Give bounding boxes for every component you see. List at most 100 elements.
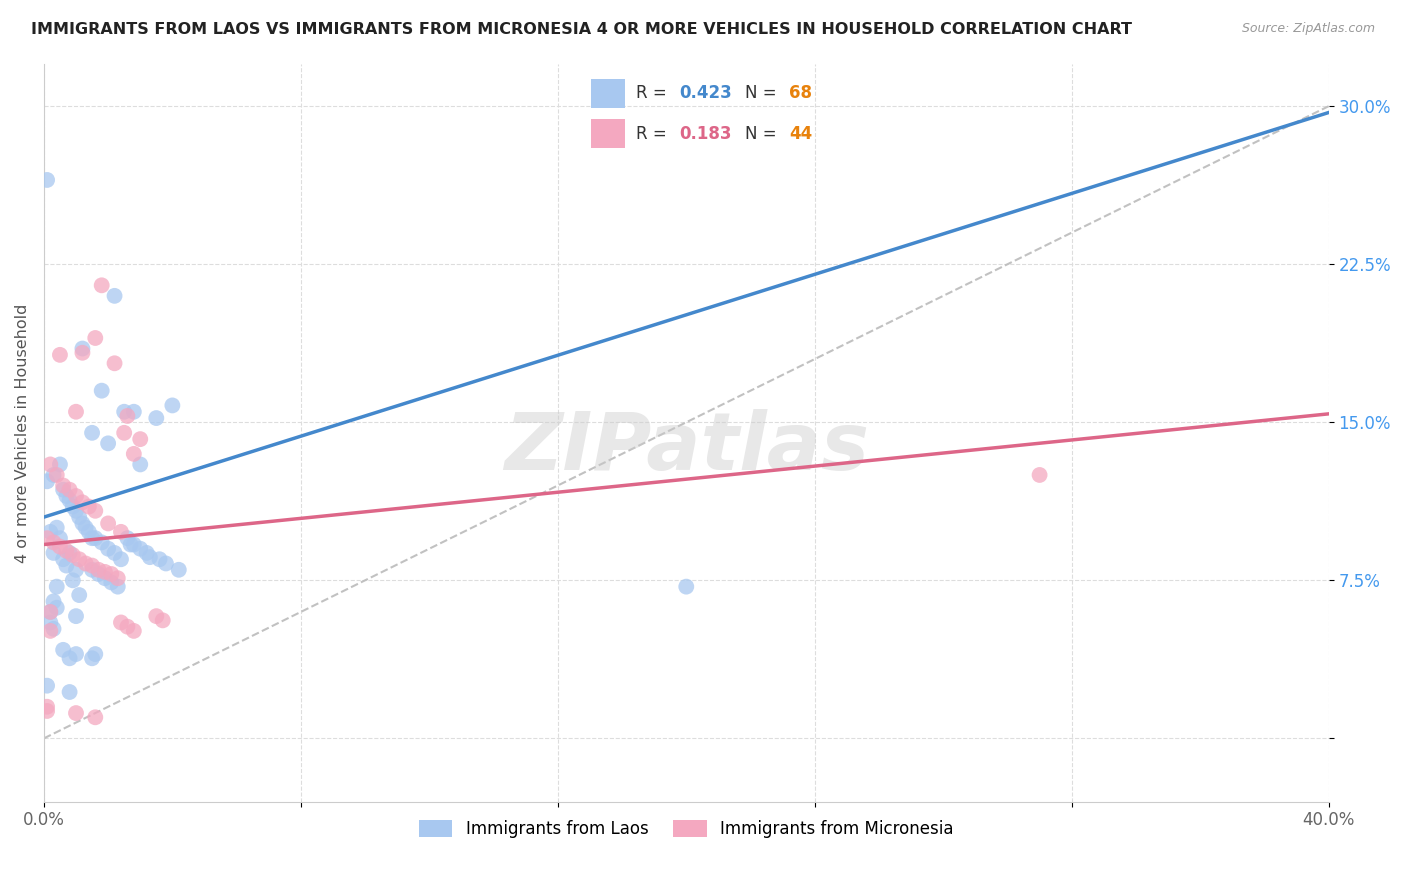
Point xyxy=(62,500,84,514)
Point xyxy=(65,563,87,577)
Point xyxy=(35,173,58,187)
Point xyxy=(94,565,117,579)
Point xyxy=(75,557,97,571)
Point xyxy=(84,531,107,545)
Text: 68: 68 xyxy=(789,84,813,102)
Point xyxy=(72,495,94,509)
Point xyxy=(42,622,65,636)
Point xyxy=(139,550,162,565)
Point xyxy=(122,447,145,461)
Point xyxy=(129,458,152,472)
Point xyxy=(97,516,120,531)
Point xyxy=(152,613,174,627)
Point xyxy=(58,546,80,560)
Point xyxy=(65,405,87,419)
Point xyxy=(112,405,135,419)
Point xyxy=(145,411,167,425)
Point xyxy=(100,575,122,590)
Text: N =: N = xyxy=(745,125,782,143)
Point xyxy=(42,546,65,560)
Point xyxy=(84,331,107,345)
Point xyxy=(97,436,120,450)
Point xyxy=(58,493,80,508)
Point xyxy=(167,563,190,577)
Point xyxy=(97,541,120,556)
Point xyxy=(107,580,129,594)
Point xyxy=(90,278,112,293)
Point xyxy=(39,524,62,539)
Text: R =: R = xyxy=(636,125,672,143)
FancyBboxPatch shape xyxy=(592,119,626,147)
Text: 0.183: 0.183 xyxy=(679,125,733,143)
Text: Source: ZipAtlas.com: Source: ZipAtlas.com xyxy=(1241,22,1375,36)
Point xyxy=(52,478,75,492)
Text: ZIPatlas: ZIPatlas xyxy=(503,409,869,486)
Point xyxy=(148,552,170,566)
Point xyxy=(110,615,132,630)
Point xyxy=(35,699,58,714)
Point xyxy=(117,409,139,423)
Point xyxy=(35,704,58,718)
Point xyxy=(42,467,65,482)
FancyBboxPatch shape xyxy=(592,79,626,108)
Point xyxy=(49,531,72,545)
Point xyxy=(75,521,97,535)
Point xyxy=(145,609,167,624)
Text: 44: 44 xyxy=(789,125,813,143)
Text: N =: N = xyxy=(745,84,782,102)
Legend: Immigrants from Laos, Immigrants from Micronesia: Immigrants from Laos, Immigrants from Mi… xyxy=(412,814,960,845)
Point xyxy=(162,399,184,413)
Point xyxy=(39,624,62,638)
Point xyxy=(39,605,62,619)
Point xyxy=(49,540,72,554)
Point xyxy=(110,524,132,539)
Point xyxy=(117,620,139,634)
Text: IMMIGRANTS FROM LAOS VS IMMIGRANTS FROM MICRONESIA 4 OR MORE VEHICLES IN HOUSEHO: IMMIGRANTS FROM LAOS VS IMMIGRANTS FROM … xyxy=(31,22,1132,37)
Point xyxy=(80,651,103,665)
Text: R =: R = xyxy=(636,84,672,102)
Point xyxy=(35,679,58,693)
Point xyxy=(120,537,142,551)
Point xyxy=(65,706,87,720)
Point xyxy=(52,643,75,657)
Point xyxy=(72,516,94,531)
Point xyxy=(77,524,100,539)
Point xyxy=(62,574,84,588)
Point xyxy=(107,571,129,585)
Point xyxy=(110,552,132,566)
Point xyxy=(80,425,103,440)
Point xyxy=(35,531,58,545)
Point xyxy=(72,345,94,359)
Point xyxy=(42,535,65,549)
Point xyxy=(67,510,90,524)
Point xyxy=(90,384,112,398)
Point xyxy=(103,289,125,303)
Point xyxy=(94,571,117,585)
Point xyxy=(62,548,84,562)
Point xyxy=(39,458,62,472)
Point xyxy=(84,504,107,518)
Point xyxy=(55,544,77,558)
Point xyxy=(45,467,67,482)
Point xyxy=(80,531,103,545)
Point xyxy=(103,546,125,560)
Point xyxy=(49,458,72,472)
Y-axis label: 4 or more Vehicles in Household: 4 or more Vehicles in Household xyxy=(15,303,30,563)
Point xyxy=(65,647,87,661)
Point xyxy=(45,521,67,535)
Point xyxy=(84,647,107,661)
Point xyxy=(122,537,145,551)
Point xyxy=(87,566,110,581)
Point xyxy=(77,500,100,514)
Point xyxy=(122,405,145,419)
Point xyxy=(65,504,87,518)
Point xyxy=(39,605,62,619)
Point xyxy=(112,425,135,440)
Point xyxy=(122,624,145,638)
Point xyxy=(80,563,103,577)
Point xyxy=(67,552,90,566)
Point xyxy=(35,475,58,489)
Point xyxy=(52,552,75,566)
Point xyxy=(87,563,110,577)
Point xyxy=(135,546,157,560)
